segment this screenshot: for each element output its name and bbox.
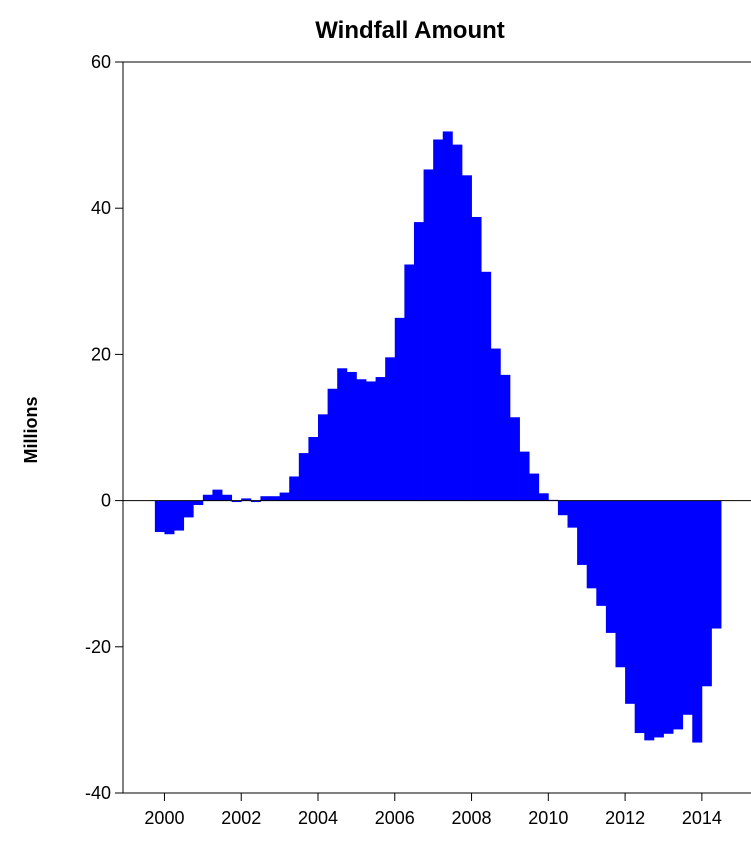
- x-tick-label: 2010: [528, 808, 568, 828]
- bar: [586, 500, 597, 589]
- bar: [615, 500, 626, 668]
- bar: [452, 144, 463, 501]
- bar: [164, 500, 175, 535]
- bar: [404, 264, 415, 501]
- bar: [711, 500, 722, 629]
- bar: [365, 381, 376, 501]
- bar: [519, 451, 530, 501]
- bar: [413, 222, 424, 501]
- bar: [634, 500, 645, 734]
- bar: [500, 374, 511, 501]
- bar: [433, 139, 444, 501]
- bar: [596, 500, 607, 606]
- x-tick-label: 2000: [144, 808, 184, 828]
- bar: [673, 500, 684, 730]
- bar: [461, 175, 472, 501]
- chart-title: Windfall Amount: [315, 17, 505, 44]
- y-tick-label: -40: [85, 783, 111, 803]
- y-axis-label: Millions: [21, 397, 41, 464]
- bar: [222, 494, 233, 501]
- bar: [682, 500, 693, 715]
- bar: [625, 500, 636, 704]
- bar: [653, 500, 664, 738]
- x-tick-label: 2012: [605, 808, 645, 828]
- bar: [327, 388, 338, 501]
- bar: [183, 500, 194, 518]
- bar: [193, 500, 204, 505]
- bar: [356, 379, 367, 501]
- bar: [231, 500, 242, 503]
- bar: [481, 271, 492, 501]
- bar: [250, 500, 261, 503]
- x-tick-label: 2014: [682, 808, 722, 828]
- bar: [471, 216, 482, 501]
- bar: [442, 131, 453, 501]
- x-tick-label: 2006: [375, 808, 415, 828]
- bar: [202, 494, 213, 501]
- x-tick-label: 2008: [452, 808, 492, 828]
- y-tick-label: 0: [101, 491, 111, 511]
- bar: [538, 493, 549, 501]
- bar: [346, 371, 357, 501]
- bar: [298, 453, 309, 501]
- bar: [701, 500, 712, 687]
- bar: [260, 496, 271, 501]
- bar: [663, 500, 674, 734]
- bar: [557, 500, 568, 516]
- bar: [212, 489, 223, 501]
- y-tick-label: -20: [85, 637, 111, 657]
- bar: [529, 473, 540, 501]
- y-tick-label: 20: [91, 344, 111, 364]
- x-tick-label: 2004: [298, 808, 338, 828]
- bar: [692, 500, 703, 743]
- bar: [154, 500, 165, 533]
- bar: [289, 476, 300, 501]
- bar: [241, 498, 252, 501]
- bar: [605, 500, 616, 633]
- bar: [279, 492, 290, 501]
- bar: [318, 414, 328, 501]
- bar: [308, 437, 319, 501]
- bar: [644, 500, 655, 741]
- bar: [423, 169, 434, 501]
- bar: [394, 317, 405, 501]
- bar: [337, 368, 348, 501]
- bar: [577, 500, 588, 565]
- bar: [270, 496, 281, 501]
- bar: [174, 500, 185, 531]
- bar: [385, 357, 396, 501]
- y-tick-label: 40: [91, 198, 111, 218]
- bar: [567, 500, 578, 528]
- bar: [509, 417, 520, 501]
- bar: [375, 377, 386, 501]
- x-tick-label: 2002: [221, 808, 261, 828]
- bar: [490, 348, 501, 501]
- y-tick-label: 60: [91, 52, 111, 72]
